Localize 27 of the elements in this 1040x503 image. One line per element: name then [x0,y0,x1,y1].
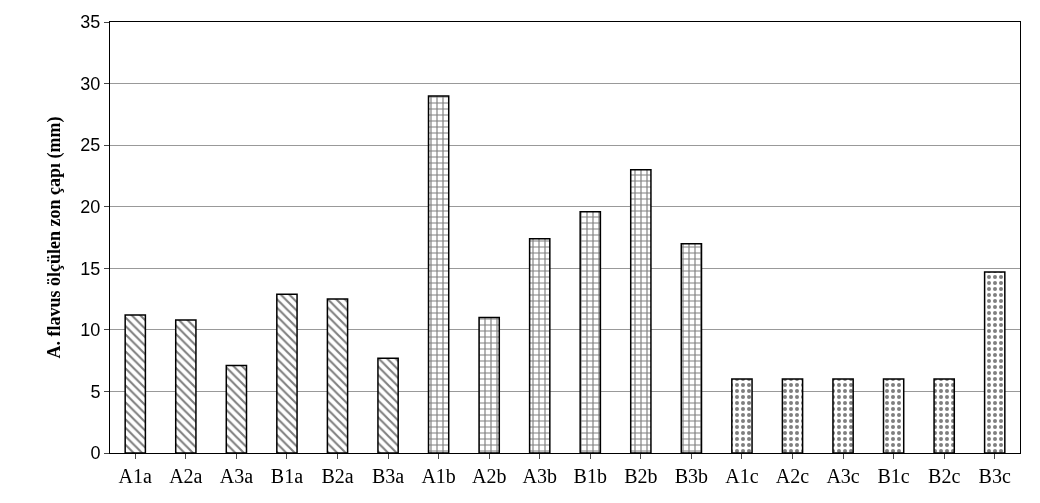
y-tick-label: 20 [80,197,101,218]
y-tick-label: 35 [80,12,101,33]
y-tick-label: 25 [80,135,101,156]
x-tick-label: A2b [471,465,507,487]
x-tick-label: B2b [624,465,658,487]
x-tick-label: A1a [118,465,153,487]
y-tick-label: 5 [90,381,101,402]
y-tick-label: 15 [80,258,101,279]
x-tick-label: B1a [270,465,304,487]
x-tick-label: B1c [877,465,910,487]
x-tick-label: B3b [674,465,709,487]
x-tick-label: B1b [573,465,607,487]
x-tick-label: B3c [978,465,1011,487]
x-tick-label: A3a [219,465,254,487]
x-tick-label: B2a [321,465,354,487]
x-tick-label: A2a [169,465,203,487]
y-tick-label: 0 [90,443,101,464]
y-axis-title: A. flavus ölçülen zon çapı (mm) [43,116,65,359]
x-tick-label: B3a [371,465,405,487]
x-tick-label: A1c [725,465,759,487]
y-tick-label: 10 [80,320,101,341]
x-tick-label: A1b [421,465,456,487]
x-tick-label: B2c [928,465,961,487]
x-tick-label: A3c [826,465,860,487]
y-tick-label: 30 [80,73,101,94]
x-tick-label: A2c [775,465,810,487]
x-tick-label: A3b [522,465,557,487]
